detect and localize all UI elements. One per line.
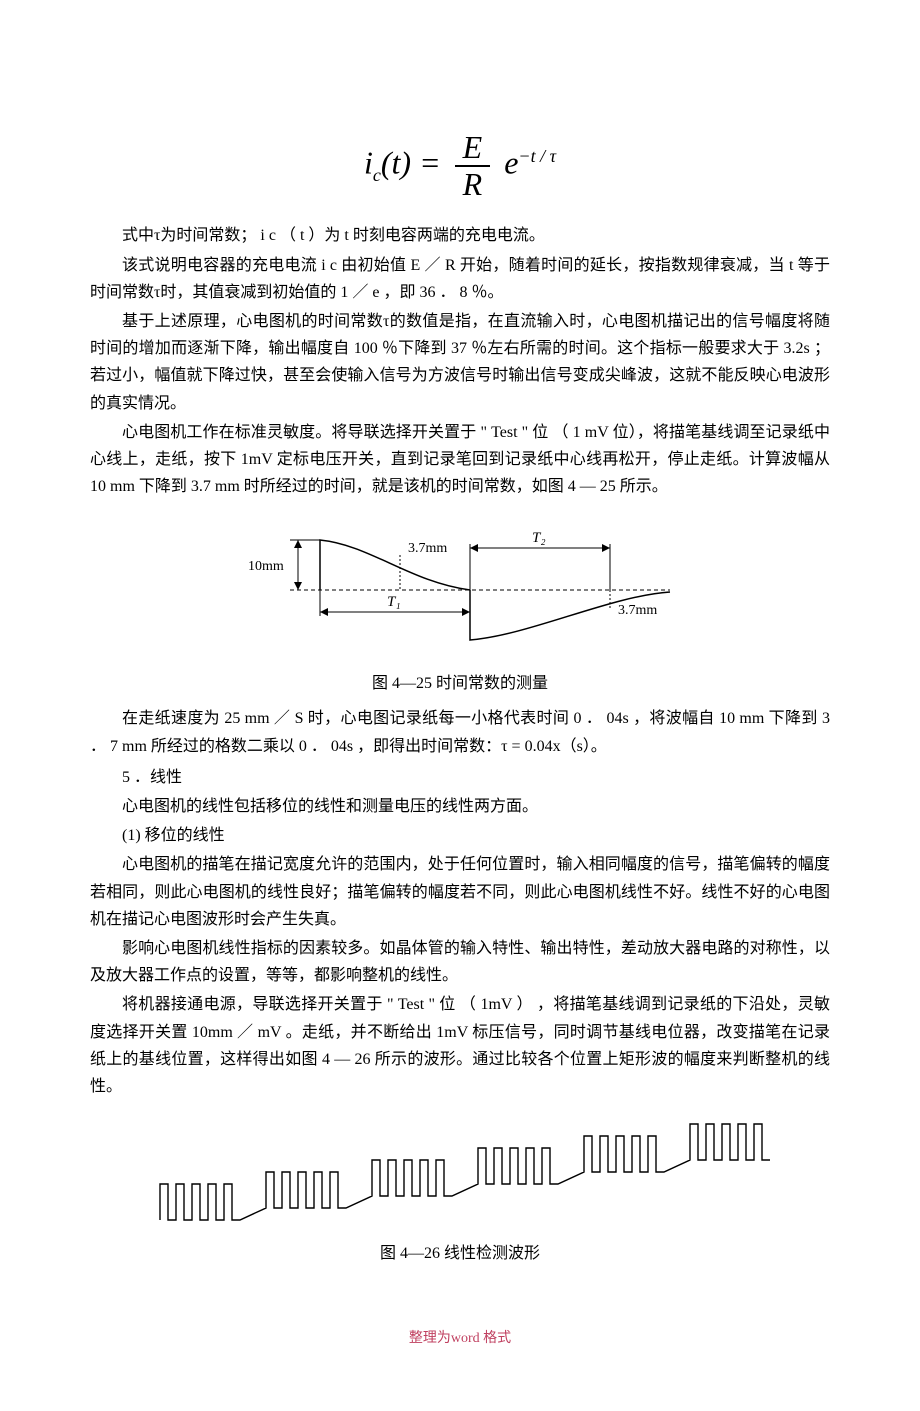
svg-text:T₂: T₂ [532,530,546,546]
figure-4-25: 10mm 3.7mm T₁ T₂ 3.7mm [90,520,830,660]
formula-ic: ic(t) = E R e−t / τ [90,130,830,202]
svg-text:10mm: 10mm [248,559,284,574]
caption-4-25: 图 4—25 时间常数的测量 [90,670,830,697]
paragraph-5: 在走纸速度为 25 mm ／ S 时，心电图记录纸每一小格代表时间 0 ． 04… [90,705,830,759]
paragraph-6: 心电图机的线性包括移位的线性和测量电压的线性两方面。 [90,793,830,820]
footer-text-1: 整理为 [409,1331,451,1346]
page-footer: 整理为word 格式 [90,1327,830,1351]
svg-text:3.7mm: 3.7mm [618,603,657,618]
svg-text:3.7mm: 3.7mm [408,541,447,556]
page-body: ic(t) = E R e−t / τ 式中τ为时间常数； i c （ t ）为… [0,0,920,1411]
paragraph-1: 式中τ为时间常数； i c （ t ）为 t 时刻电容两端的充电电流。 [90,222,830,249]
formula-i: i [364,145,373,181]
formula-sub-c: c [373,165,381,185]
figure-4-25-svg: 10mm 3.7mm T₁ T₂ 3.7mm [230,520,690,660]
paragraph-8: 影响心电图机线性指标的因素较多。如晶体管的输入特性、输出特性，差动放大器电路的对… [90,935,830,989]
paragraph-3: 基于上述原理，心电图机的时间常数τ的数值是指，在直流输入时，心电图机描记出的信号… [90,308,830,417]
figure-4-26-svg [140,1120,780,1230]
formula-fraction: E R [455,130,491,202]
formula-e: e [504,145,518,181]
paragraph-7: 心电图机的描笔在描记宽度允许的范围内，处于任何位置时，输入相同幅度的信号，描笔偏… [90,851,830,933]
formula-num: E [455,130,491,167]
section-5-linearity: 5 ．线性 [90,764,830,791]
subsection-1: (1) 移位的线性 [90,822,830,849]
formula-den: R [455,167,491,202]
caption-4-26: 图 4—26 线性检测波形 [90,1240,830,1267]
formula-exp: −t / τ [518,146,556,166]
paragraph-9: 将机器接通电源，导联选择开关置于 " Test " 位 （ 1mV ） ，将描笔… [90,991,830,1100]
paragraph-2: 该式说明电容器的充电电流 i c 由初始值 E ／ R 开始，随着时间的延长，按… [90,252,830,306]
footer-text-3: 格式 [483,1331,511,1346]
formula-lhs-tail: (t) = [381,145,441,181]
figure-4-26 [90,1120,830,1230]
footer-text-2: word [451,1331,480,1346]
svg-text:T₁: T₁ [387,594,401,610]
paragraph-4: 心电图机工作在标准灵敏度。将导联选择开关置于 " Test " 位 （ 1 mV… [90,419,830,501]
